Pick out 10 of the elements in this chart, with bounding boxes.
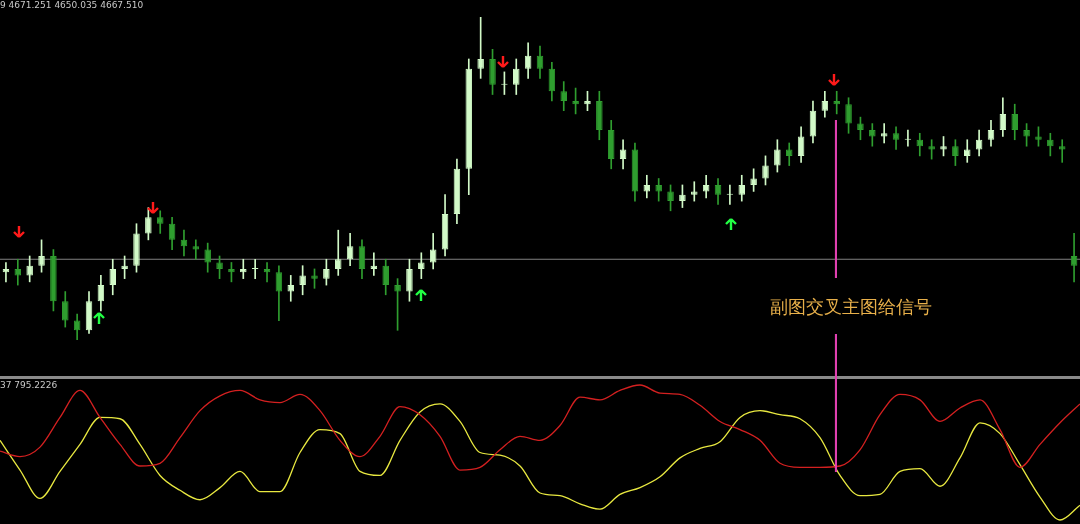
- candlestick: [192, 239, 200, 260]
- candlestick: [287, 275, 295, 302]
- candlestick: [880, 123, 888, 144]
- candlestick: [418, 252, 425, 279]
- candlestick: [691, 181, 698, 202]
- annotation: 副图交叉主图给信号: [770, 295, 932, 319]
- candlestick: [334, 229, 342, 276]
- candlestick: [1070, 233, 1078, 283]
- text: 9 4671.251 4650.035 4667.510: [0, 0, 144, 10]
- annotation: 37 795.2226: [0, 380, 58, 390]
